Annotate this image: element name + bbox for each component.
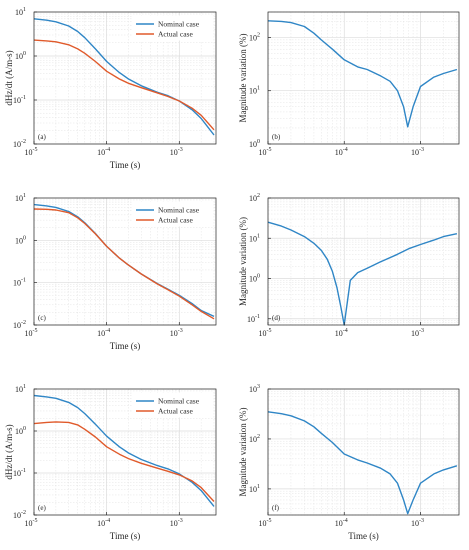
x-tick-label: 10-4 — [97, 328, 110, 338]
legend-entry: Nominal case — [158, 20, 200, 29]
legend-entry: Nominal case — [158, 397, 200, 406]
x-tick-label: 10-3 — [411, 147, 424, 157]
panel-label: (f) — [272, 504, 280, 512]
y-tick-label: 10-2 — [13, 320, 26, 330]
y-tick-label: 102 — [249, 193, 260, 203]
panel-a: 10-5 10-4 10-3 10-2 10-1 100 101 Time (s) dHz/dt… — [4, 7, 217, 170]
axes-frame — [267, 197, 460, 326]
y-tick-label: 102 — [249, 434, 260, 444]
y-tick-label: 103 — [249, 384, 260, 394]
panel-label: (b) — [272, 133, 281, 141]
x-tick-label: 10-4 — [97, 518, 110, 528]
y-tick-label: 100 — [249, 139, 260, 149]
y-tick-label: 101 — [249, 484, 260, 494]
y-tick-label: 101 — [15, 384, 26, 394]
legend-box — [131, 392, 213, 418]
axes-frame — [267, 11, 460, 145]
x-tick-label: 10-5 — [259, 147, 272, 157]
y-tick-label: 100 — [15, 426, 26, 436]
y-tick-label: 101 — [249, 86, 260, 96]
plot-area — [268, 389, 459, 515]
y-axis-label: dHz/dt (A/m-s) — [4, 50, 14, 105]
x-axis-label: Time (s) — [348, 531, 378, 541]
x-tick-label: 10-5 — [25, 328, 38, 338]
legend-entry: Actual case — [158, 216, 193, 225]
y-tick-label: 101 — [249, 233, 260, 243]
x-axis-label: Time (s) — [110, 531, 140, 541]
plot-area — [268, 198, 459, 325]
x-axis-label: Time (s) — [110, 341, 140, 351]
panel-label: (d) — [272, 314, 281, 322]
panel-c: 10-5 10-4 10-3 10-2 10-1 100 101 Time (s) (c) Nom… — [13, 193, 217, 351]
y-tick-label: 102 — [249, 32, 260, 42]
axes-frame — [33, 388, 217, 516]
x-tick-label: 10-5 — [259, 518, 272, 528]
x-tick-label: 10-5 — [259, 328, 272, 338]
x-tick-label: 10-3 — [411, 518, 424, 528]
legend-entry: Actual case — [158, 30, 193, 39]
legend-box — [131, 201, 213, 227]
axes-frame — [33, 11, 217, 145]
x-tick-label: 10-3 — [170, 147, 183, 157]
x-tick-label: 10-5 — [25, 518, 38, 528]
y-tick-label: 101 — [15, 7, 26, 17]
x-tick-label: 10-4 — [335, 328, 348, 338]
y-tick-label: 10-1 — [247, 314, 260, 324]
y-tick-label: 10-1 — [13, 278, 26, 288]
legend-entry: Nominal case — [158, 206, 200, 215]
y-axis-label: Magnitude variation (%) — [238, 217, 248, 306]
panel-e: 10-5 10-4 10-3 10-2 10-1 100 101 Time (s) dHz/dt… — [4, 384, 217, 541]
x-tick-label: 10-4 — [335, 147, 348, 157]
legend-entry: Actual case — [158, 407, 193, 416]
y-axis-label: Magnitude variation (%) — [238, 34, 248, 123]
series-line-variation — [267, 411, 458, 515]
x-tick-label: 10-3 — [170, 328, 183, 338]
y-tick-label: 100 — [249, 274, 260, 284]
y-tick-label: 10-2 — [13, 139, 26, 149]
y-tick-label: 10-1 — [13, 95, 26, 105]
plot-area — [268, 12, 459, 144]
panel-label: (a) — [38, 133, 46, 141]
y-tick-label: 10-2 — [13, 510, 26, 520]
axes-frame — [267, 388, 460, 516]
y-axis-label: Magnitude variation (%) — [238, 408, 248, 497]
series-line-actual-case — [33, 39, 215, 131]
x-tick-label: 10-4 — [97, 147, 110, 157]
axes-frame — [33, 197, 217, 326]
y-tick-label: 100 — [15, 235, 26, 245]
y-axis-label: dHz/dt (A/m-s) — [4, 424, 14, 479]
x-tick-label: 10-4 — [335, 518, 348, 528]
panel-f: 10-5 10-4 10-3 101 102 103 Time (s) Magnitude v… — [238, 384, 460, 541]
y-tick-label: 10-1 — [13, 468, 26, 478]
panel-label: (e) — [38, 504, 46, 512]
x-tick-label: 10-5 — [25, 147, 38, 157]
legend-box — [131, 15, 213, 41]
panel-label: (c) — [38, 314, 46, 322]
panel-d: 10-5 10-4 10-3 10-1 100 101 102 Magnitude varia… — [238, 193, 460, 338]
series-line-actual-case — [33, 421, 215, 502]
series-line-variation — [267, 20, 458, 128]
x-tick-label: 10-3 — [170, 518, 183, 528]
y-tick-label: 100 — [15, 51, 26, 61]
x-tick-label: 10-3 — [411, 328, 424, 338]
x-axis-label: Time (s) — [110, 160, 140, 170]
series-line-actual-case — [33, 208, 215, 320]
y-tick-label: 101 — [15, 193, 26, 203]
grid — [267, 388, 459, 516]
